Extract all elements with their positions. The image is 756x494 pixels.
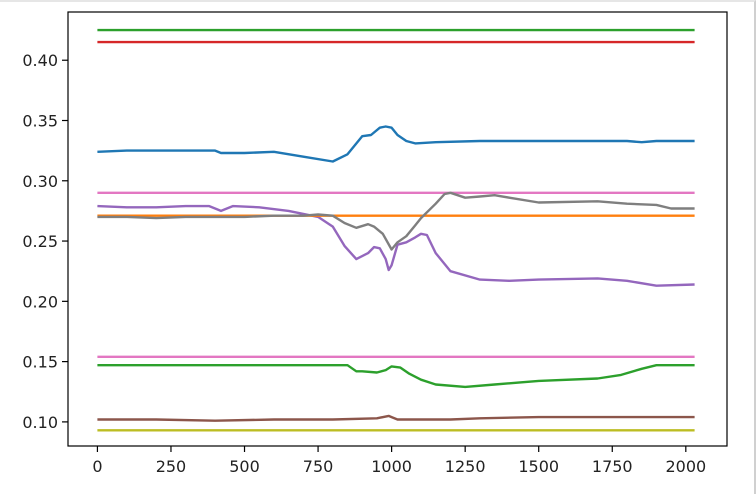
series-line-7 [97, 191, 695, 251]
x-tick-label: 1500 [518, 457, 559, 476]
y-tick-label: 0.20 [22, 292, 58, 311]
x-tick-label: 500 [229, 457, 260, 476]
x-tick-label: 1750 [592, 457, 633, 476]
y-tick-label: 0.10 [22, 413, 58, 432]
series-layer [97, 28, 695, 432]
y-tick-label: 0.25 [22, 232, 58, 251]
y-axis: 0.10 0.15 0.20 0.25 0.30 0.35 0.40 [22, 51, 68, 432]
x-tick-label: 2000 [665, 457, 706, 476]
x-tick-label: 0 [92, 457, 102, 476]
x-tick-label: 1250 [445, 457, 486, 476]
x-tick-label: 1000 [371, 457, 412, 476]
y-tick-label: 0.30 [22, 172, 58, 191]
series-line-9 [97, 364, 695, 389]
plot-area-border [67, 11, 728, 447]
series-line-3 [97, 125, 695, 163]
y-tick-label: 0.40 [22, 51, 58, 70]
y-tick-label: 0.35 [22, 112, 58, 131]
x-tick-label: 750 [303, 457, 334, 476]
series-line-10 [97, 414, 695, 422]
x-tick-label: 250 [156, 457, 187, 476]
y-tick-label: 0.15 [22, 353, 58, 372]
x-axis: 0 250 500 750 1000 1250 1500 1750 2000 [92, 446, 706, 476]
series-line-5 [97, 204, 695, 287]
